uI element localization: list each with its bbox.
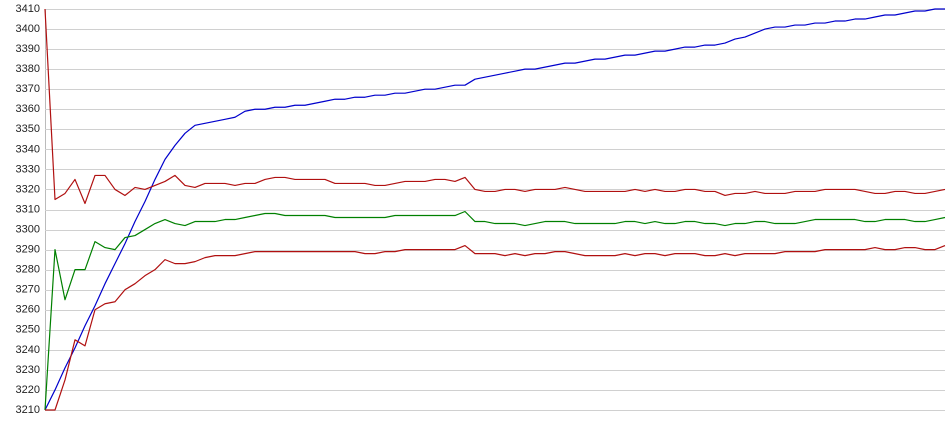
series-line — [44, 8, 945, 411]
y-tick-label: 3310 — [16, 203, 40, 215]
y-tick-label: 3290 — [16, 244, 40, 256]
y-tick-label: 3370 — [16, 83, 40, 95]
y-tick-label: 3210 — [16, 404, 40, 416]
y-tick-label: 3260 — [16, 304, 40, 316]
y-tick-label: 3270 — [16, 284, 40, 296]
y-tick-label: 3230 — [16, 364, 40, 376]
y-tick-label: 3330 — [16, 163, 40, 175]
series-line — [44, 8, 946, 205]
y-tick-label: 3380 — [16, 63, 40, 75]
y-tick-label: 3240 — [16, 344, 40, 356]
y-tick-label: 3320 — [16, 183, 40, 195]
y-tick-label: 3400 — [16, 23, 40, 35]
y-tick-label: 3390 — [16, 43, 40, 55]
y-tick-label: 3250 — [16, 324, 40, 336]
series-line — [45, 244, 946, 411]
y-tick-label: 3340 — [16, 143, 40, 155]
series-line — [44, 210, 946, 411]
y-tick-label: 3410 — [16, 3, 40, 15]
y-tick-label: 3360 — [16, 103, 40, 115]
y-tick-label: 3300 — [16, 223, 40, 235]
y-tick-label: 3280 — [16, 264, 40, 276]
y-tick-label: 3350 — [16, 123, 40, 135]
y-tick-label: 3220 — [16, 384, 40, 396]
